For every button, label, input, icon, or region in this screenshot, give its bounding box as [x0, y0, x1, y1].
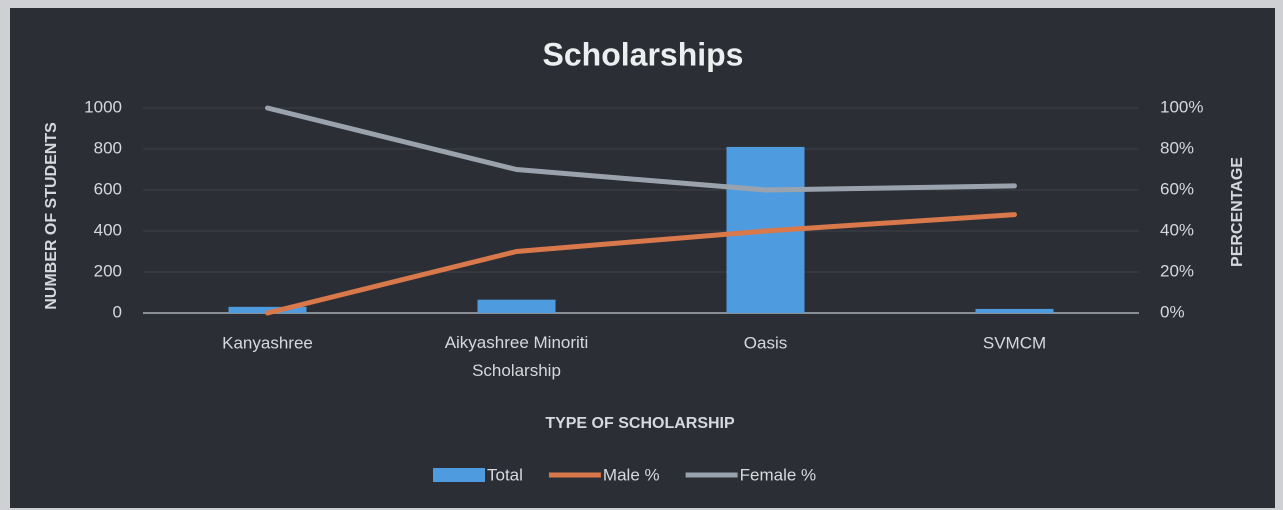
- y2-tick-label: 60%: [1160, 179, 1194, 198]
- y2-tick-label: 40%: [1160, 220, 1194, 239]
- y-tick-label: 0: [113, 302, 122, 321]
- y-axis-label: NUMBER OF STUDENTS: [43, 122, 60, 310]
- y-tick-label: 600: [94, 179, 122, 198]
- x-tick-label: Oasis: [744, 333, 787, 352]
- legend-label: Female %: [740, 465, 817, 484]
- y2-tick-label: 0%: [1160, 302, 1185, 321]
- chart-background: [10, 8, 1275, 508]
- legend-swatch: [433, 468, 485, 482]
- line: [265, 105, 1017, 193]
- y2-tick-label: 80%: [1160, 138, 1194, 157]
- x-axis-label: TYPE OF SCHOLARSHIP: [545, 415, 735, 432]
- y2-tick-label: 20%: [1160, 261, 1194, 280]
- x-tick-label: SVMCM: [983, 333, 1046, 352]
- chart-title: Scholarships: [543, 36, 744, 72]
- x-tick-label: Aikyashree Minoriti Scholarship: [445, 333, 589, 380]
- y2-axis-label: PERCENTAGE: [1229, 157, 1246, 267]
- y2-tick-label: 100%: [1160, 97, 1203, 116]
- line: [265, 212, 1017, 316]
- y-tick-label: 200: [94, 261, 122, 280]
- bar: [975, 308, 1054, 313]
- y-tick-label: 800: [94, 138, 122, 157]
- y-tick-label: 400: [94, 220, 122, 239]
- legend-label: Male %: [603, 465, 660, 484]
- x-tick-label: Kanyashree: [222, 333, 313, 352]
- bar: [477, 299, 556, 313]
- legend-label: Total: [487, 465, 523, 484]
- y-tick-label: 1000: [84, 97, 122, 116]
- bar: [228, 306, 307, 313]
